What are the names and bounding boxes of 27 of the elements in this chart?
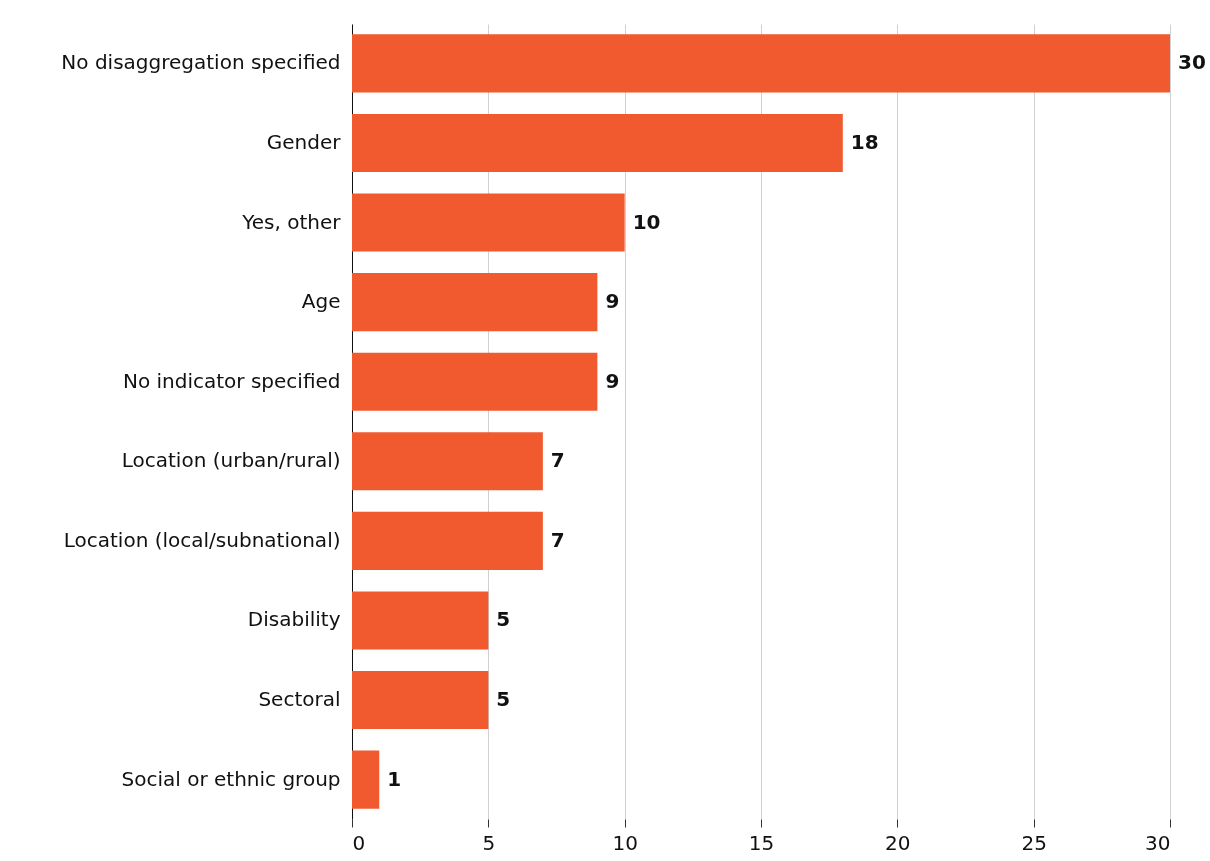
- data-label: 5: [496, 687, 511, 712]
- y-tick-label: No indicator specified: [122, 368, 341, 393]
- data-label: 10: [632, 209, 661, 234]
- data-label: 30: [1178, 50, 1206, 75]
- x-tick-label: 5: [482, 830, 496, 855]
- y-tick-label: Sectoral: [258, 687, 341, 712]
- x-tick-label: 30: [1145, 830, 1171, 855]
- x-tick-label: 15: [748, 830, 775, 855]
- y-tick-label: Age: [301, 289, 341, 314]
- y-tick-label: Disability: [247, 607, 341, 632]
- y-tick-label: Location (urban/rural): [121, 448, 341, 473]
- y-tick-label: Gender: [266, 129, 342, 154]
- y-tick-label: No disaggregation specified: [61, 50, 341, 75]
- y-tick-label: Yes, other: [241, 209, 342, 234]
- y-tick-label: Location (local/subnational): [63, 527, 341, 552]
- x-tick-label: 0: [352, 830, 366, 855]
- data-label: 7: [550, 448, 565, 473]
- x-tick-label: 25: [1021, 830, 1047, 855]
- y-tick-label: Social or ethnic group: [121, 766, 341, 791]
- data-label: 5: [496, 607, 511, 632]
- data-label: 7: [550, 527, 565, 552]
- data-label: 1: [387, 766, 402, 791]
- x-tick-label: 20: [885, 830, 911, 855]
- data-label: 9: [605, 289, 620, 314]
- data-label: 18: [850, 129, 879, 154]
- data-label: 9: [605, 368, 620, 393]
- x-tick-label: 10: [612, 830, 638, 855]
